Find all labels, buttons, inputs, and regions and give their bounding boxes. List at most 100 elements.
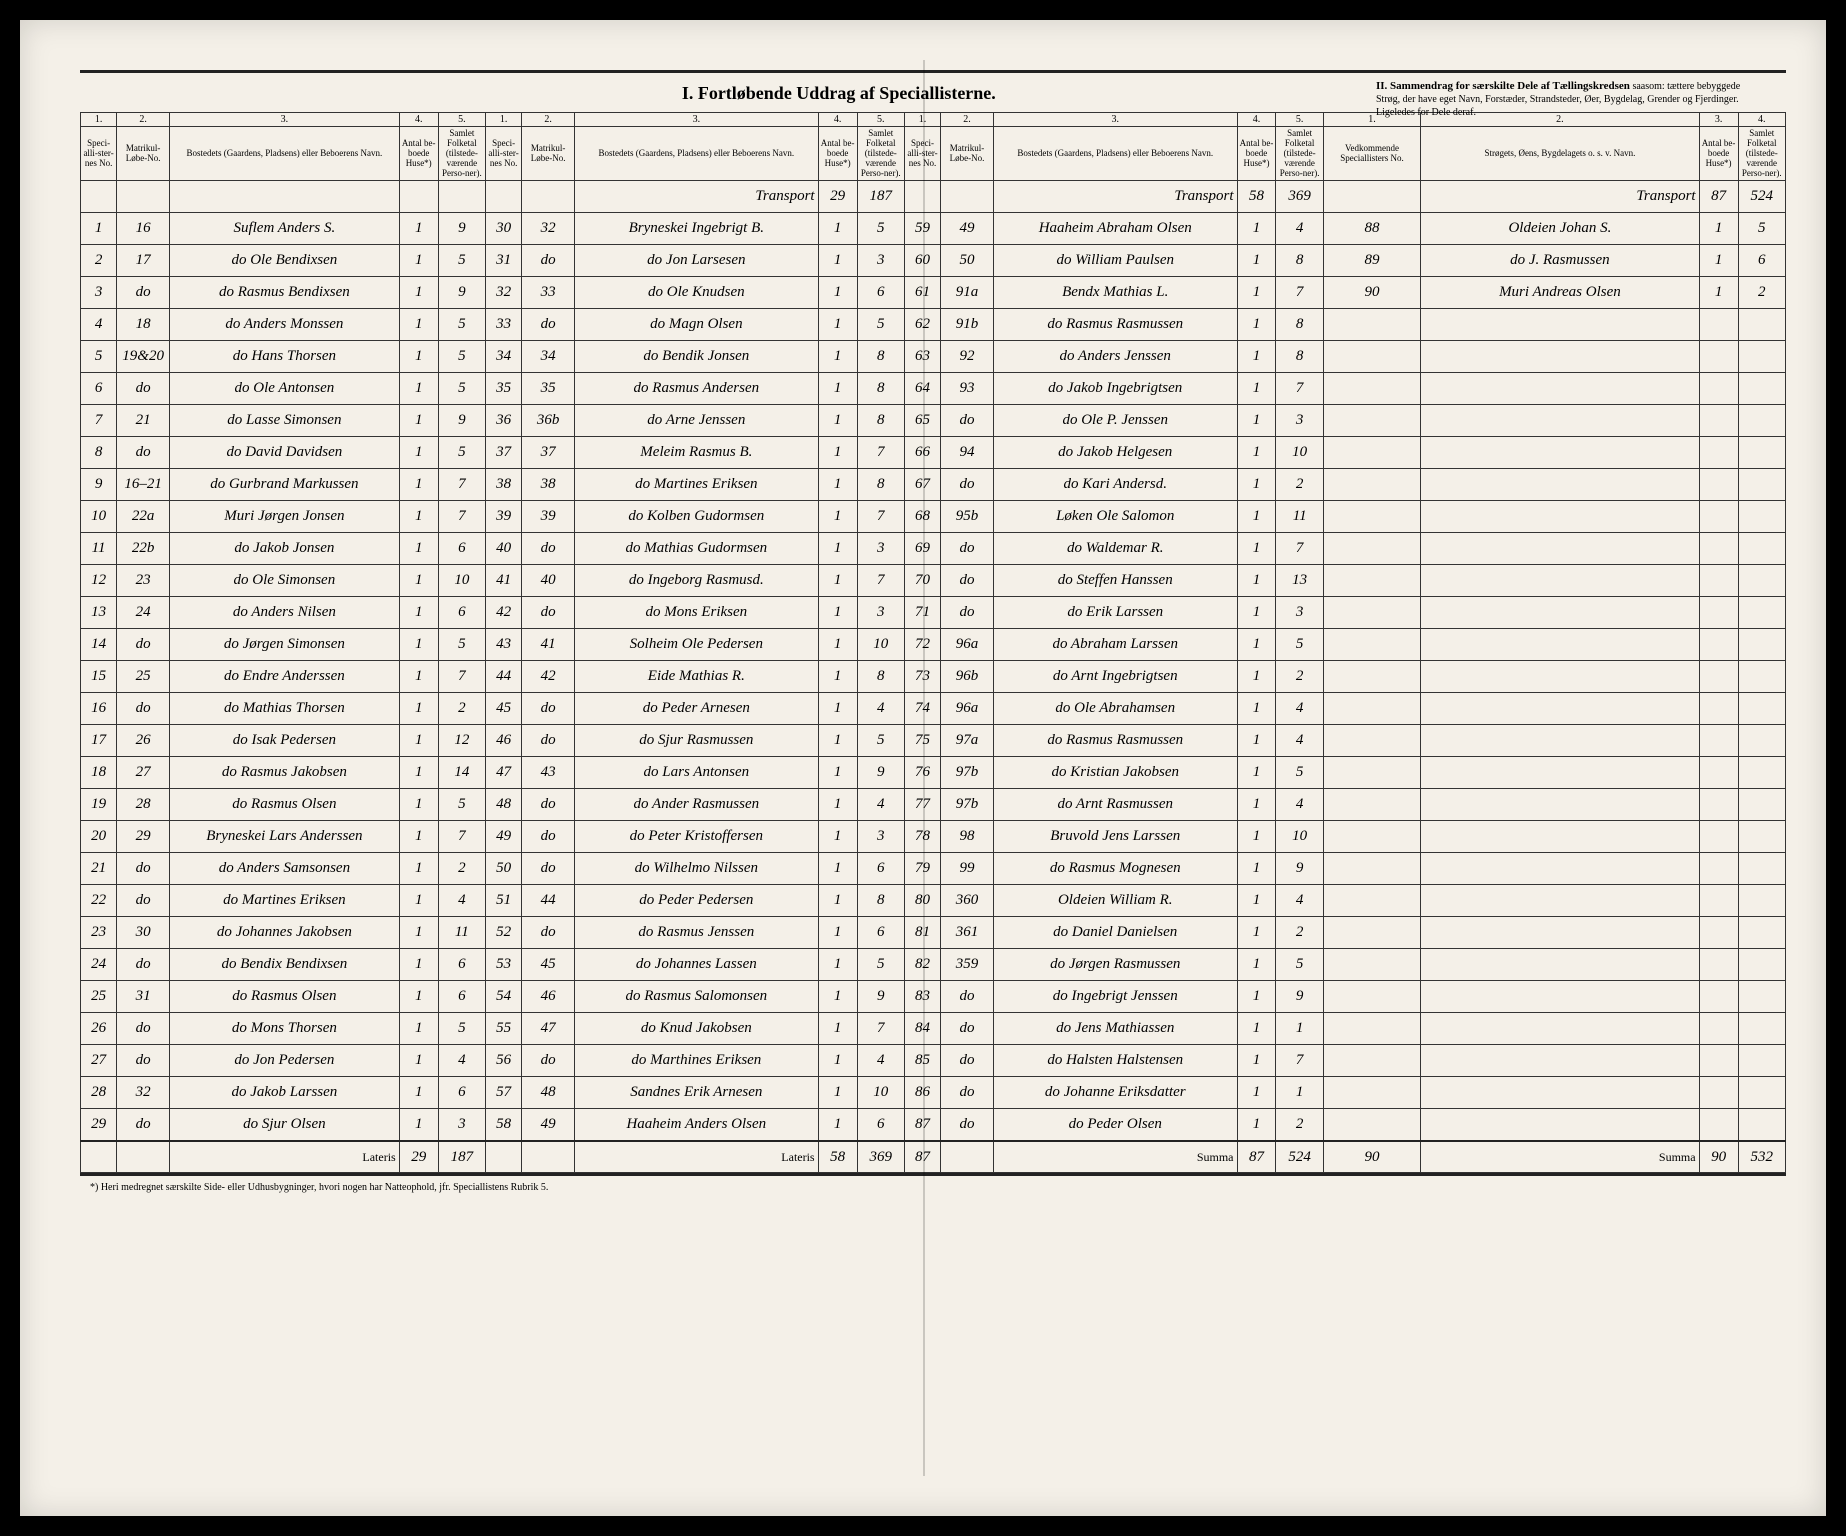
cell: do Rasmus Andersen — [575, 373, 819, 405]
cell: 11 — [438, 917, 485, 949]
cell: 65 — [904, 405, 940, 437]
cell: 1 — [1237, 597, 1276, 629]
cell: do Rasmus Mognesen — [993, 853, 1237, 885]
cell: do Jakob Larssen — [170, 1077, 400, 1109]
cell: 74 — [904, 693, 940, 725]
cell: 4 — [857, 789, 904, 821]
cell — [1323, 309, 1420, 341]
cell: do Rasmus Jakobsen — [170, 757, 400, 789]
cell: 92 — [941, 341, 994, 373]
cell: 1 — [818, 501, 857, 533]
cell: 3 — [857, 597, 904, 629]
cell: 1 — [1237, 821, 1276, 853]
cell: do Mathias Gudormsen — [575, 533, 819, 565]
cell: Haaheim Abraham Olsen — [993, 213, 1237, 245]
cell: 4 — [857, 693, 904, 725]
table-row: 2832do Jakob Larssen165748Sandnes Erik A… — [81, 1077, 1786, 1109]
cell: Meleim Rasmus B. — [575, 437, 819, 469]
cell: 54 — [485, 981, 521, 1013]
cell: 1 — [818, 949, 857, 981]
cell: do Jens Mathiassen — [993, 1013, 1237, 1045]
cell — [1699, 501, 1738, 533]
cell — [1323, 1077, 1420, 1109]
cell: 4 — [438, 1045, 485, 1077]
cell: 88 — [1323, 213, 1420, 245]
cell: 30 — [485, 213, 521, 245]
cell: 48 — [522, 1077, 575, 1109]
cell: do Ole Simonsen — [170, 565, 400, 597]
cell: do — [117, 853, 170, 885]
cell: 8 — [1276, 341, 1323, 373]
cell: 10 — [857, 1077, 904, 1109]
cell: 19&20 — [117, 341, 170, 373]
cell: 37 — [522, 437, 575, 469]
h-matrikul: Matrikul-Løbe-No. — [941, 127, 994, 181]
h-folketal: Samlet Folketal (tilstede-værende Perso-… — [857, 127, 904, 181]
cell — [1738, 789, 1785, 821]
cell: 6 — [857, 853, 904, 885]
cell: 14 — [81, 629, 117, 661]
cell: 30 — [117, 917, 170, 949]
cell: 91a — [941, 277, 994, 309]
cell — [1421, 981, 1699, 1013]
cell: 71 — [904, 597, 940, 629]
cell — [1699, 1013, 1738, 1045]
colnum: 5. — [857, 113, 904, 127]
cell: do Jon Pedersen — [170, 1045, 400, 1077]
cell — [1323, 597, 1420, 629]
cell — [1421, 725, 1699, 757]
cell: do — [941, 1013, 994, 1045]
cell: 7 — [1276, 533, 1323, 565]
cell: 1 — [818, 789, 857, 821]
cell: 21 — [81, 853, 117, 885]
cell: do — [117, 885, 170, 917]
cell: do — [522, 309, 575, 341]
cell: 369 — [1276, 181, 1323, 213]
cell — [1421, 309, 1699, 341]
cell: do Anders Jenssen — [993, 341, 1237, 373]
cell: do Mathias Thorsen — [170, 693, 400, 725]
cell — [1323, 693, 1420, 725]
cell: 27 — [117, 757, 170, 789]
cell: do Ingebrigt Jenssen — [993, 981, 1237, 1013]
cell — [1699, 341, 1738, 373]
cell: Muri Andreas Olsen — [1421, 277, 1699, 309]
cell: 38 — [522, 469, 575, 501]
cell: 31 — [485, 245, 521, 277]
cell: 21 — [117, 405, 170, 437]
cell: 8 — [857, 405, 904, 437]
cell: do Peder Arnesen — [575, 693, 819, 725]
cell: do — [117, 1045, 170, 1077]
cell: 1 — [1237, 501, 1276, 533]
cell — [1421, 629, 1699, 661]
cell — [1421, 821, 1699, 853]
cell: 3 — [857, 533, 904, 565]
cell — [1421, 853, 1699, 885]
cell: Suflem Anders S. — [170, 213, 400, 245]
cell: 28 — [117, 789, 170, 821]
cell — [1738, 693, 1785, 725]
cell: 1 — [818, 597, 857, 629]
cell: do Kristian Jakobsen — [993, 757, 1237, 789]
h-huse: Antal be-boede Huse*) — [1237, 127, 1276, 181]
cell: do Jakob Jonsen — [170, 533, 400, 565]
cell: 23 — [117, 565, 170, 597]
cell: 32 — [522, 213, 575, 245]
cell: 25 — [81, 981, 117, 1013]
cell: 1 — [399, 917, 438, 949]
cell — [1421, 1013, 1699, 1045]
cell: 49 — [485, 821, 521, 853]
cell: 10 — [1276, 437, 1323, 469]
cell: 39 — [522, 501, 575, 533]
cell: do Erik Larssen — [993, 597, 1237, 629]
cell — [1323, 1013, 1420, 1045]
cell — [1323, 373, 1420, 405]
cell: 1 — [1237, 213, 1276, 245]
cell: 1 — [399, 341, 438, 373]
table-body: Transport 29 187 Transport 58 369 Transp… — [81, 181, 1786, 1173]
cell: 28 — [81, 1077, 117, 1109]
h-huse: Antal be-boede Huse*) — [1699, 127, 1738, 181]
cell — [1699, 1109, 1738, 1141]
cell: 5 — [857, 725, 904, 757]
cell: 97b — [941, 789, 994, 821]
